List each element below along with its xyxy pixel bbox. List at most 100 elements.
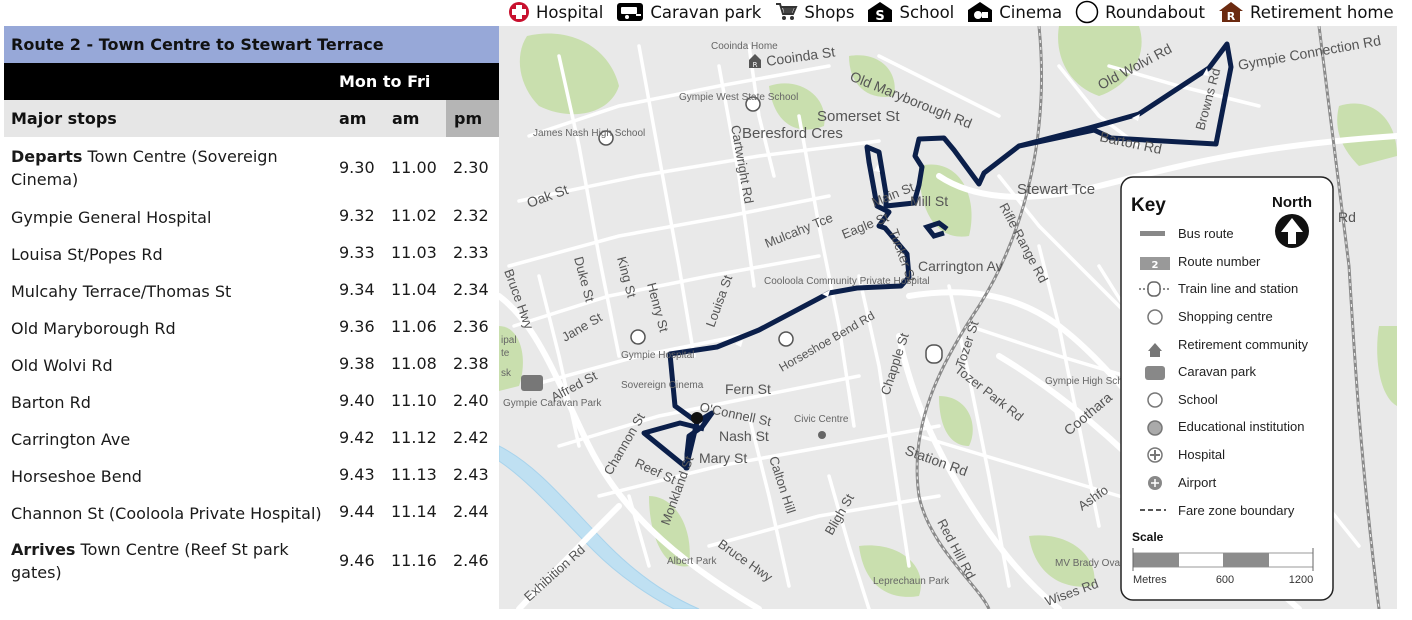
departure-time: 9.42 (339, 428, 375, 447)
label-sovereign-cinema: Sovereign Cinema (621, 380, 704, 391)
departure-time: 11.00 (391, 157, 437, 177)
departure-time: 2.34 (453, 280, 489, 299)
departure-time: 2.44 (453, 502, 489, 521)
legend-label: Retirement home (1249, 2, 1394, 22)
label-carrington-av: Carrington Av (918, 258, 1003, 274)
scale-tick-600: 600 (1216, 574, 1234, 586)
key-label-airport: Airport (1178, 475, 1217, 490)
caravan-park-icon (617, 3, 644, 21)
key-label-school: School (1178, 392, 1218, 407)
timetable-row: Louisa St/Popes Rd 9.33 11.03 2.33 (4, 234, 499, 271)
label-gympie-hospital: Gympie Hospital (621, 350, 694, 361)
key-box (1120, 176, 1334, 601)
departure-time: 2.46 (453, 550, 489, 570)
legend-caravan-park: Caravan park (616, 2, 761, 22)
stop-label: Town Centre (Sovereign Cinema) (11, 147, 278, 189)
departure-time: 2.36 (453, 317, 489, 336)
hospital-icon (509, 2, 529, 22)
school-key-icon (1147, 392, 1163, 408)
label-mv-brady-oval: MV Brady Oval (1055, 558, 1122, 569)
key-label-hospital: Hospital (1178, 447, 1225, 462)
timetable-row: Barton Rd 9.40 11.10 2.40 (4, 382, 499, 419)
stop-label: Channon St (Cooloola Private Hospital) (11, 504, 322, 523)
route-timetable: Route 2 - Town Centre to Stewart Terrace… (4, 26, 499, 590)
pm-column-header: pm (446, 100, 499, 137)
label-cooinda-home: Cooinda Home (711, 41, 778, 52)
stop-name: Mulcahy Terrace/Thomas St (11, 280, 329, 303)
timetable-days-header: Mon to Fri (4, 63, 499, 100)
departure-time: 11.16 (391, 550, 437, 570)
timetable-row: Gympie General Hospital 9.32 11.02 2.32 (4, 197, 499, 234)
stop-name: Old Maryborough Rd (11, 317, 329, 340)
train-station-icon (925, 344, 943, 364)
route-number-icon: 2 (1140, 257, 1170, 271)
scale-tick-1200: 1200 (1289, 574, 1313, 586)
bus-route-line (667, 41, 1234, 471)
departure-time: 11.10 (391, 391, 437, 410)
svg-text:R: R (1227, 10, 1236, 23)
legend-cinema: Cinema (967, 1, 1062, 23)
label-gympie-caravan-park: Gympie Caravan Park (503, 398, 602, 409)
departure-time: 11.08 (391, 354, 437, 373)
label-mary-st: Mary St (699, 450, 747, 466)
school-icon: S (868, 2, 893, 23)
caravan-park-map-icon (521, 375, 543, 391)
stop-label: Louisa St/Popes Rd (11, 245, 163, 264)
label-te: te (501, 348, 510, 359)
legend-label: School (899, 2, 955, 22)
svg-text:S: S (876, 9, 885, 23)
cooloola-hospital-icon (778, 331, 794, 347)
label-gympie-high-school: Gympie High School (1045, 376, 1136, 387)
bus-route-mill-st (922, 220, 949, 239)
map-key: Key North 2 Bus rou (1120, 176, 1334, 601)
departure-time: 11.14 (391, 502, 437, 521)
departure-time: 9.38 (339, 354, 375, 373)
caravan-park-key-icon (1145, 366, 1165, 380)
james-nash-school-icon (598, 130, 614, 146)
departure-time: 2.30 (453, 157, 489, 177)
stop-name: Carrington Ave (11, 428, 329, 451)
svg-text:R: R (753, 61, 758, 69)
timetable-row: Horseshoe Bend 9.43 11.13 2.43 (4, 456, 499, 493)
key-label-route-number: Route number (1178, 254, 1261, 269)
timetable-row: Mulcahy Terrace/Thomas St 9.34 11.04 2.34 (4, 271, 499, 308)
major-stops-header: Major stops (11, 109, 117, 128)
railway-line (915, 26, 1381, 609)
timetable-rows: Departs Town Centre (Sovereign Cinema) 9.… (4, 137, 499, 590)
legend-roundabout: Roundabout (1075, 0, 1205, 24)
route-direction-arrows (735, 68, 1209, 347)
svg-text:2: 2 (1152, 260, 1159, 271)
legend-label: Hospital (536, 2, 604, 22)
north-arrow-icon (1275, 214, 1309, 248)
timetable-row: Old Maryborough Rd 9.36 11.06 2.36 (4, 308, 499, 345)
stop-name: Gympie General Hospital (11, 206, 329, 229)
label-mill-st: Mill St (910, 193, 948, 209)
scale-label: Scale (1132, 530, 1164, 544)
key-label-caravan-park: Caravan park (1178, 364, 1257, 379)
departure-time: 9.46 (339, 550, 375, 570)
departure-time: 9.40 (339, 391, 375, 410)
label-albert-park: Albert Park (667, 556, 717, 567)
sovereign-cinema-icon (691, 412, 703, 424)
timetable-column-header: Major stops am am pm (4, 100, 499, 137)
stop-name: Departs Town Centre (Sovereign Cinema) (11, 145, 329, 191)
legend-hospital: Hospital (508, 1, 603, 23)
retirement-home-icon: R (1218, 2, 1243, 23)
departure-time: 11.03 (391, 243, 437, 262)
legend-school: S School (867, 1, 954, 23)
label-leprechaun-park: Leprechaun Park (873, 576, 950, 587)
stop-label: Horseshoe Bend (11, 467, 142, 486)
stop-name: Channon St (Cooloola Private Hospital) (11, 502, 329, 525)
cinema-icon (968, 2, 993, 22)
departure-time: 11.13 (391, 465, 437, 484)
stop-name: Barton Rd (11, 391, 329, 414)
timetable-row: Arrives Town Centre (Reef St park gates)… (4, 530, 499, 590)
timetable-row: Old Wolvi Rd 9.38 11.08 2.38 (4, 345, 499, 382)
stop-prefix: Arrives (11, 540, 76, 559)
key-label-bus-route: Bus route (1178, 226, 1234, 241)
shops-icon (776, 3, 798, 20)
departure-time: 11.04 (391, 280, 437, 299)
departure-time: 2.38 (453, 354, 489, 373)
departure-time: 2.43 (453, 465, 489, 484)
stop-label: Barton Rd (11, 393, 91, 412)
